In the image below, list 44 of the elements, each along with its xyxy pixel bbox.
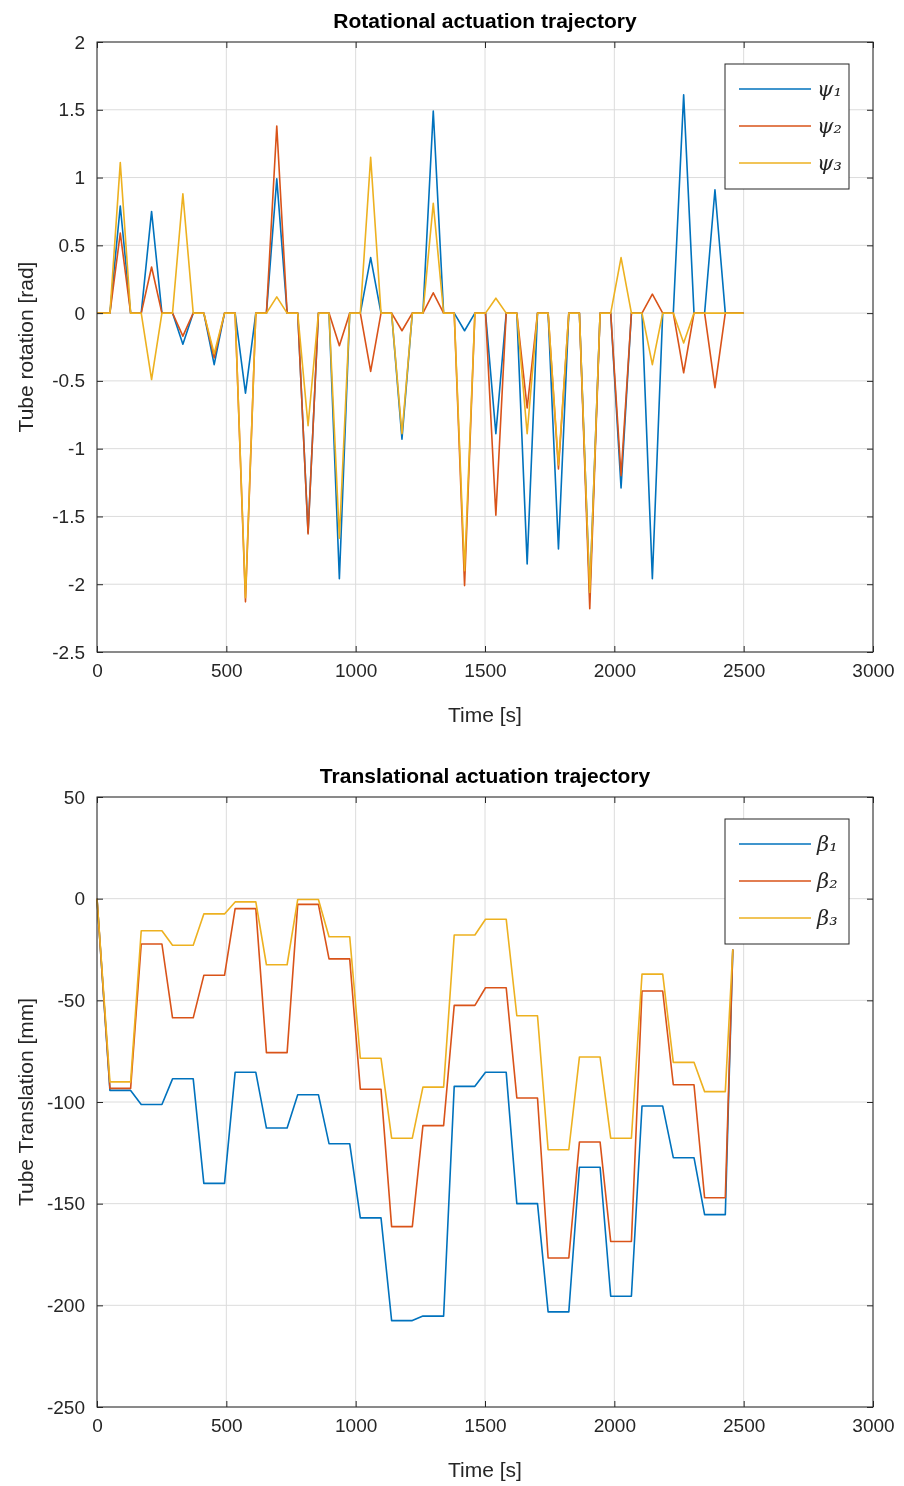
y-tick-label: -150 (46, 1193, 85, 1215)
y-tick-label: 0 (74, 302, 85, 324)
chart-title: Translational actuation trajectory (319, 764, 651, 787)
y-tick-label: 50 (63, 786, 85, 808)
y-tick-label: -100 (46, 1091, 85, 1113)
x-axis-title: Time [s] (448, 1458, 522, 1481)
x-axis-title: Time [s] (448, 703, 522, 726)
y-tick-label: -1.5 (52, 506, 85, 528)
legend-label: ψ₂ (817, 114, 842, 138)
x-tick-label: 0 (92, 1415, 103, 1437)
x-tick-label: 1500 (464, 660, 507, 682)
legend-label: β₁ (816, 832, 838, 856)
y-axis-title: Tube Translation [mm] (14, 997, 37, 1207)
x-tick-label: 1000 (335, 660, 378, 682)
y-tick-label: 0.5 (58, 234, 85, 256)
y-axis-title: Tube rotation [rad] (14, 261, 37, 433)
y-tick-label: -50 (57, 989, 85, 1011)
y-tick-label: -0.5 (52, 370, 85, 392)
legend-label: ψ₃ (817, 151, 842, 175)
x-tick-label: 2000 (593, 660, 636, 682)
x-tick-label: 2500 (723, 660, 766, 682)
y-tick-label: 1.5 (58, 99, 85, 121)
x-tick-label: 0 (92, 660, 103, 682)
y-tick-label: -200 (46, 1294, 85, 1316)
y-tick-label: 0 (74, 888, 85, 910)
x-tick-label: 2500 (723, 1415, 766, 1437)
y-tick-label: -250 (46, 1396, 85, 1418)
legend-label: ψ₁ (817, 77, 842, 101)
y-tick-label: 1 (74, 167, 85, 189)
x-tick-label: 3000 (852, 1415, 895, 1437)
line-series (96, 897, 734, 1151)
x-tick-label: 3000 (852, 660, 895, 682)
x-tick-label: 2000 (593, 1415, 636, 1437)
y-tick-label: -1 (68, 438, 85, 460)
legend-label: β₃ (816, 906, 838, 930)
y-tick-label: 2 (74, 31, 85, 53)
y-tick-label: -2.5 (52, 641, 85, 663)
legend-label: β₂ (816, 869, 838, 893)
chart-title: Rotational actuation trajectory (333, 9, 638, 32)
y-tick-label: -2 (68, 573, 85, 595)
x-tick-label: 500 (210, 660, 243, 682)
x-tick-label: 500 (210, 1415, 243, 1437)
x-tick-label: 1000 (335, 1415, 378, 1437)
x-tick-label: 1500 (464, 1415, 507, 1437)
